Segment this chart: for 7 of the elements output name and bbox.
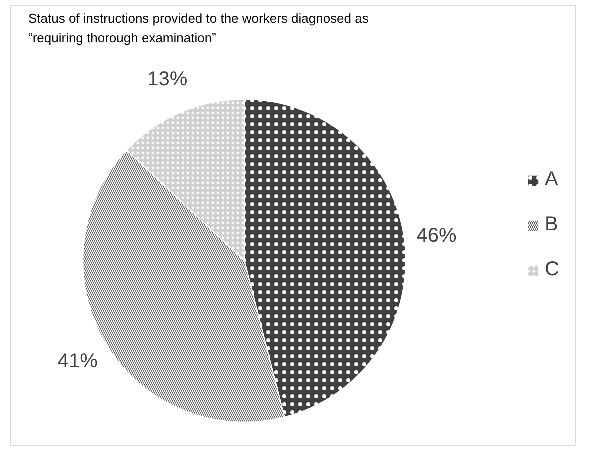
data-label: 46% [416,225,457,248]
data-label: 41% [58,350,98,373]
legend-label: C [545,258,560,282]
legend-label: A [545,168,560,192]
chart-title: Status of instructions provided to the workers diagnosed as “requiring thorough examination” [28,11,370,46]
legend-label: B [545,214,560,236]
data-label: 13% [148,68,188,90]
